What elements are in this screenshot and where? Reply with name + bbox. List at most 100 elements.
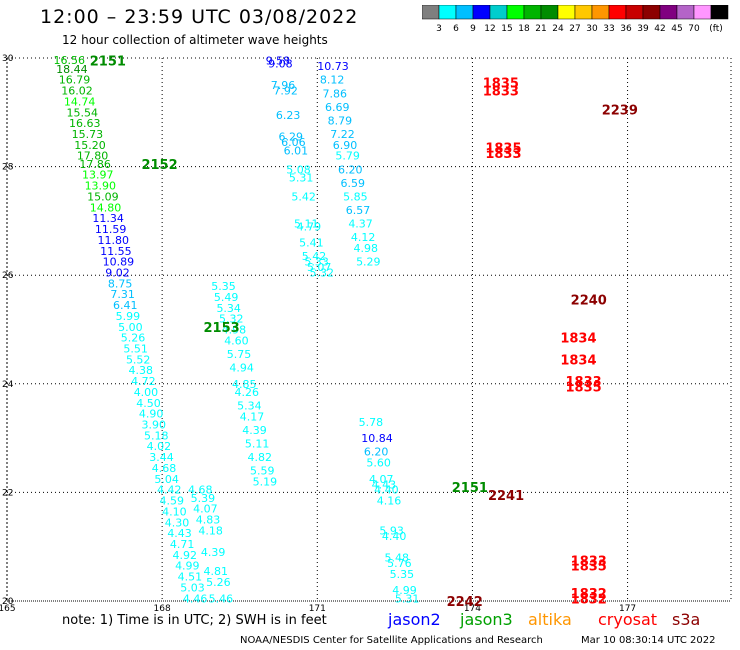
legend-s3a: s3a [672, 610, 700, 629]
swh-value-label: 6.41 [113, 299, 138, 312]
pass-time-label: 1832 [571, 587, 607, 602]
pass-time-label: 1833 [485, 147, 521, 162]
legend-altika: altika [528, 610, 572, 629]
swh-value-label: 4.46 [183, 592, 208, 605]
swh-value-label: 9.08 [268, 57, 293, 70]
swh-value-label: 4.98 [222, 324, 247, 337]
swh-value-label: 6.57 [346, 204, 371, 217]
pass-time-label: 1835 [483, 76, 519, 91]
pass-time-label: 1834 [560, 353, 596, 368]
colorbar-label: 30 [586, 24, 598, 34]
y-tick-label: 26 [2, 271, 14, 281]
pass-time-label: 2239 [602, 104, 638, 119]
swh-value-label: 4.17 [240, 410, 265, 423]
colorbar-label: 15 [501, 24, 512, 34]
swh-value-label: 16.56 [54, 54, 86, 67]
swh-value-label: 5.00 [118, 321, 143, 334]
x-tick-label: 168 [154, 604, 171, 614]
swh-value-label: 4.40 [382, 530, 407, 543]
swh-value-label: 4.39 [242, 424, 266, 437]
chart-title: 12:00 – 23:59 UTC 03/08/2022 [40, 6, 359, 28]
swh-value-label: 4.30 [165, 516, 190, 529]
swh-value-label: 4.94 [229, 362, 254, 375]
swh-value-label: 15.20 [74, 139, 106, 152]
pass-time-label: 2240 [571, 294, 607, 309]
swh-value-label: 13.97 [82, 169, 114, 182]
swh-value-label: 5.93 [379, 524, 404, 537]
footer-credit: NOAA/NESDIS Center for Satellite Applica… [240, 635, 543, 646]
swh-value-label: 5.85 [343, 190, 368, 203]
swh-value-label: 13.90 [85, 180, 117, 193]
pass-time-label: 2241 [488, 489, 524, 504]
swh-value-label: 5.51 [123, 343, 148, 356]
swh-value-label: 6.20 [338, 163, 363, 176]
colorbar-label: 9 [470, 24, 476, 34]
footer-note: note: 1) Time is in UTC; 2) SWH is in fe… [62, 613, 327, 628]
swh-value-label: 5.32 [219, 313, 244, 326]
swh-value-label: 5.49 [214, 291, 239, 304]
swh-value-label: 5.99 [116, 310, 141, 323]
swh-value-label: 5.31 [289, 171, 314, 184]
swh-value-label: 16.63 [69, 117, 101, 130]
swh-value-label: 6.20 [364, 446, 389, 459]
swh-value-label: 7.22 [330, 128, 355, 141]
colorbar-label: 36 [620, 24, 632, 34]
colorbar-label: 33 [603, 24, 614, 34]
swh-value-label: 5.75 [227, 348, 252, 361]
pass-labels: 2151215221532151183518331835183322392240… [90, 55, 638, 610]
swh-value-label: 4.51 [178, 571, 203, 584]
swh-value-label: 4.00 [134, 386, 159, 399]
pass-time-label: 1832 [571, 592, 607, 607]
swh-value-label: 5.48 [385, 552, 410, 565]
swh-value-label: 4.99 [175, 560, 200, 573]
colorbar-label: 45 [671, 24, 682, 34]
pass-time-label: 1833 [483, 85, 519, 100]
colorbar-label: 3 [436, 24, 442, 34]
swh-value-label: 6.23 [276, 109, 301, 122]
swh-value-label: 4.43 [167, 527, 192, 540]
footer-timestamp: Mar 10 08:30:14 UTC 2022 [581, 635, 716, 646]
swh-value-label: 4.68 [188, 484, 213, 497]
colorbar-label: 21 [535, 24, 546, 34]
swh-value-label: 4.72 [131, 375, 156, 388]
pass-time-label: 1833 [566, 375, 602, 390]
pass-time-label: 2152 [141, 158, 177, 173]
swh-value-label: 15.09 [87, 190, 119, 203]
swh-value-label: 4.98 [353, 242, 378, 255]
legend-jason2: jason2 [387, 610, 441, 629]
y-tick-label: 22 [2, 488, 13, 498]
swh-value-label: 5.07 [307, 261, 332, 274]
swh-value-label: 5.03 [180, 581, 205, 594]
colorbar-label: 39 [637, 24, 649, 34]
colorbar-swatch [710, 5, 729, 20]
swh-value-label: 6.90 [333, 139, 358, 152]
axes: 165 168 171 174 177 30 28 26 24 22 20 [0, 54, 636, 614]
pass-time-label: 2151 [90, 55, 126, 70]
swh-value-label: 8.12 [320, 74, 345, 87]
swh-value-label: 4.42 [157, 484, 182, 497]
colorbar-label: 70 [688, 24, 700, 34]
swh-value-label: 5.59 [250, 465, 274, 478]
swh-value-label: 4.92 [172, 549, 197, 562]
y-tick-label: 28 [2, 163, 14, 173]
swh-value-label: 4.90 [139, 408, 164, 421]
swh-value-label: 10.73 [317, 60, 349, 73]
swh-value-label: 15.73 [72, 128, 104, 141]
swh-value-label: 4.39 [201, 546, 226, 559]
pass-time-label: 1833 [571, 554, 607, 569]
y-tick-label: 20 [2, 597, 14, 607]
pass-time-label: 2151 [452, 481, 488, 496]
swh-value-label: 4.83 [196, 514, 221, 527]
colorbar-label: 6 [453, 24, 459, 34]
swh-value-label: 10.84 [361, 432, 393, 445]
swh-value-label: 3.90 [141, 419, 166, 432]
swh-value-label: 16.79 [59, 74, 91, 87]
swh-value-label: 5.18 [144, 429, 169, 442]
swh-value-label: 10.89 [103, 256, 134, 269]
swh-value-label: 7.31 [110, 288, 135, 301]
pass-time-label: 1835 [485, 142, 521, 157]
swh-value-label: 18.44 [56, 63, 88, 76]
swh-value-label: 5.26 [121, 332, 145, 345]
swh-value-label: 4.10 [162, 505, 187, 518]
